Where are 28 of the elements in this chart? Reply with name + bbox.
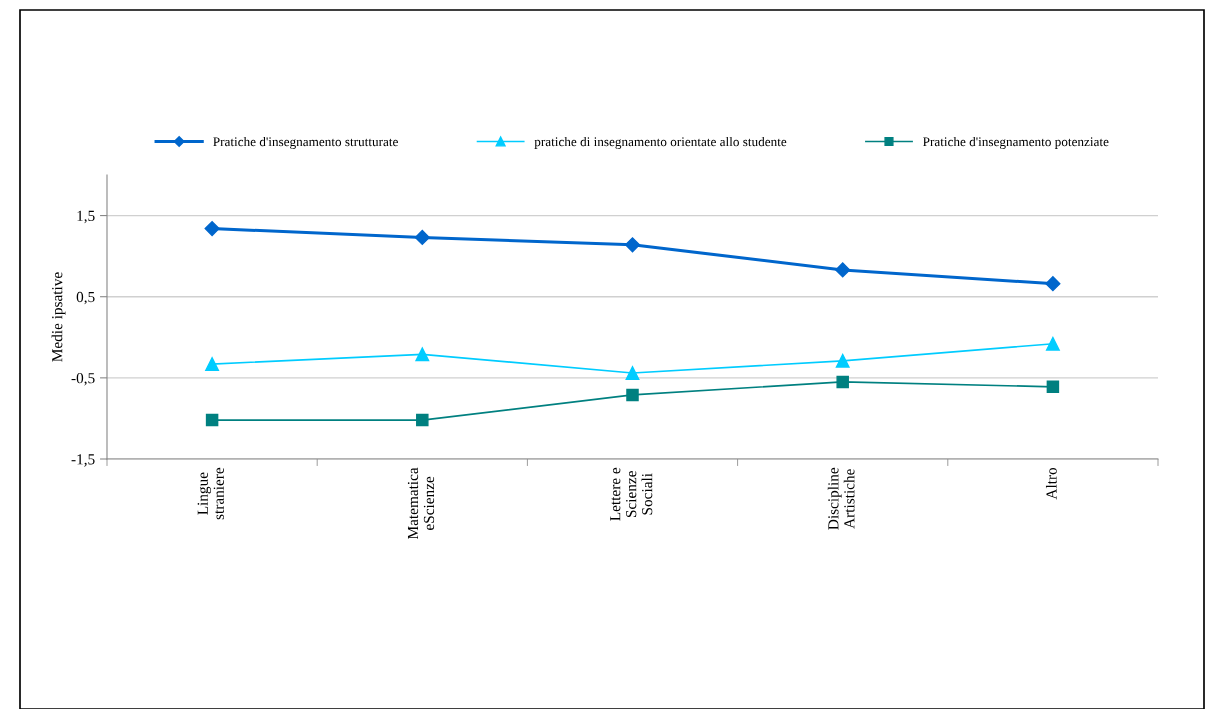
legend-label: Pratiche d'insegnamento strutturate: [213, 136, 398, 149]
y-tick-label: 0,5: [76, 291, 95, 305]
point: [414, 229, 430, 246]
point: [1046, 380, 1060, 394]
point: [835, 353, 850, 368]
x-tick-label: Discipline Artistiche: [827, 467, 855, 530]
y-tick-label: -0,5: [71, 373, 95, 386]
x-tick-label: Matematica eScienze: [407, 467, 435, 540]
legend-label: Pratiche d'insegnamento potenziate: [923, 136, 1109, 149]
y-tick-label: 1,5: [77, 210, 95, 224]
point: [415, 347, 430, 362]
x-tick-label: Lingue straniere: [197, 467, 224, 520]
point: [835, 262, 851, 278]
point: [204, 220, 220, 237]
legend-label: pratiche di insegnamento orientate allo studente: [534, 136, 787, 149]
point: [205, 413, 219, 427]
x-tick-label: Altro: [1045, 467, 1057, 500]
point: [1045, 336, 1060, 351]
x-tick-label: Lettere e Scienze Sociali: [610, 467, 653, 521]
point: [624, 237, 641, 253]
point: [626, 388, 639, 402]
point: [836, 375, 849, 389]
point: [205, 357, 220, 372]
point: [1045, 276, 1061, 292]
y-axis-title: Medie ipsative: [51, 272, 66, 362]
point: [416, 413, 429, 427]
point: [625, 366, 640, 380]
y-tick-label: -1,5: [71, 454, 95, 467]
